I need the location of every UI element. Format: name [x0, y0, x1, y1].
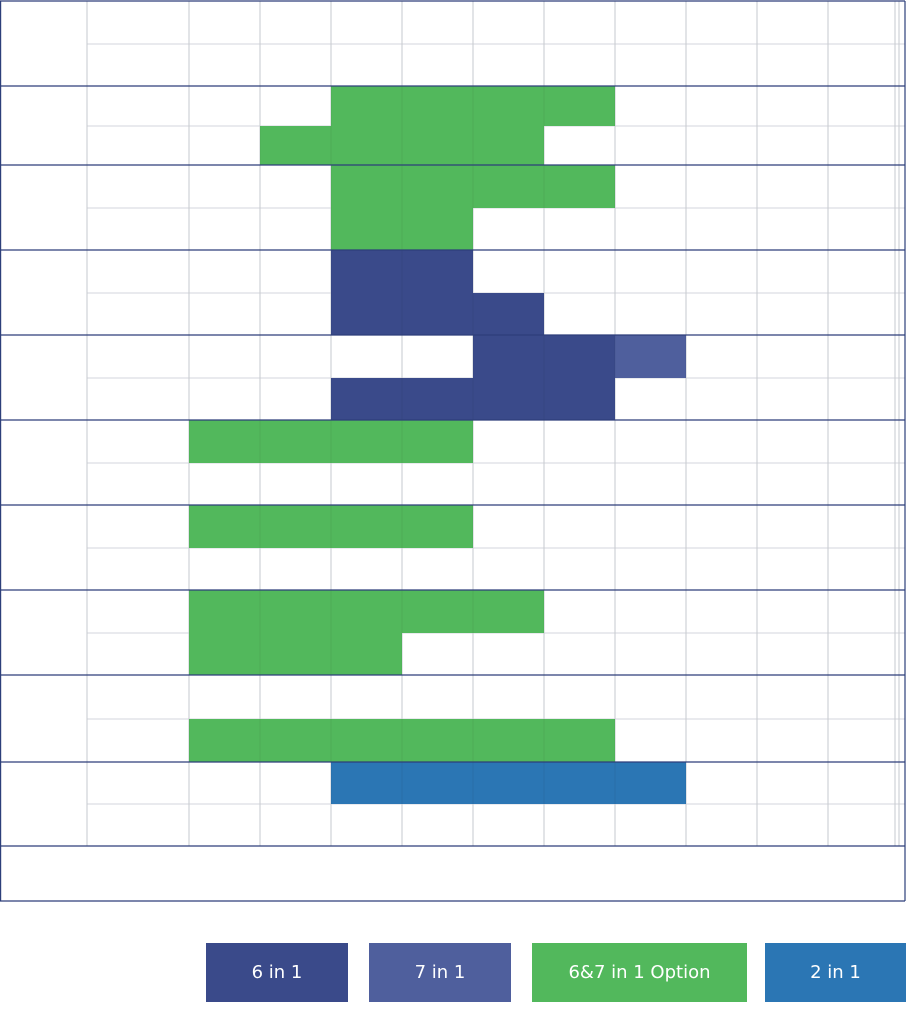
- legend-label-option: 6&7 in 1 Option: [568, 962, 711, 983]
- legend-seven-in-one: 7 in 1: [369, 943, 511, 1002]
- bar-six_in_one: [331, 378, 615, 420]
- bar-six_in_one: [331, 250, 473, 293]
- legend-six-in-one: 6 in 1: [206, 943, 348, 1002]
- bar-six_in_one: [331, 293, 544, 335]
- bar-option_green: [189, 590, 544, 633]
- bar-option_green: [331, 208, 473, 250]
- bar-option_green: [189, 420, 473, 463]
- bar-option_green: [260, 126, 544, 165]
- bar-option_green: [331, 86, 615, 126]
- bar-option_green: [189, 719, 615, 762]
- bar-option_green: [189, 505, 473, 548]
- bar-six_in_one: [473, 335, 615, 378]
- bar-seven_in_one: [615, 335, 686, 378]
- bar-option_green: [331, 165, 615, 208]
- bar-two_in_one: [331, 762, 686, 804]
- legend-option: 6&7 in 1 Option: [532, 943, 747, 1002]
- gantt-chart: [0, 0, 906, 902]
- legend-label-seven-in-one: 7 in 1: [414, 962, 466, 983]
- legend-label-six-in-one: 6 in 1: [251, 962, 303, 983]
- legend-label-two-in-one: 2 in 1: [810, 962, 861, 983]
- legend-two-in-one: 2 in 1: [765, 943, 906, 1002]
- bar-option_green: [189, 633, 402, 675]
